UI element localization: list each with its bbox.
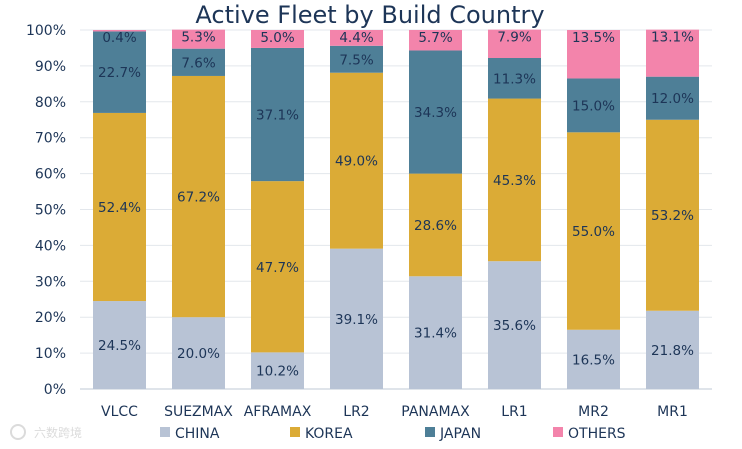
bar-segment-korea bbox=[172, 75, 225, 318]
y-tick-label: 100% bbox=[26, 23, 66, 39]
data-label: 35.6% bbox=[493, 318, 536, 334]
bar-segment-china bbox=[330, 248, 383, 389]
bar-segment-japan bbox=[409, 50, 462, 174]
bar-segment-japan bbox=[567, 78, 620, 133]
bar-segment-korea bbox=[567, 132, 620, 330]
x-tick-label: VLCC bbox=[101, 404, 138, 420]
y-tick-label: 20% bbox=[35, 310, 66, 326]
data-label: 21.8% bbox=[651, 343, 694, 359]
bar-segment-china bbox=[409, 276, 462, 389]
bar-segment-korea bbox=[488, 98, 541, 262]
legend-label: JAPAN bbox=[439, 426, 481, 442]
bar-segment-korea bbox=[330, 72, 383, 249]
chart-title: Active Fleet by Build Country bbox=[195, 1, 544, 29]
legend-swatch bbox=[160, 427, 170, 437]
bar-segment-japan bbox=[251, 47, 304, 182]
data-label: 7.5% bbox=[339, 52, 373, 68]
data-label: 13.1% bbox=[651, 30, 694, 46]
data-label: 7.6% bbox=[181, 55, 215, 71]
data-label: 34.3% bbox=[414, 105, 457, 121]
y-tick-label: 30% bbox=[35, 274, 66, 290]
bar-segment-others bbox=[330, 30, 383, 46]
data-label: 31.4% bbox=[414, 326, 457, 342]
data-label: 5.7% bbox=[418, 30, 452, 46]
data-label: 11.3% bbox=[493, 71, 536, 87]
legend-swatch bbox=[553, 427, 563, 437]
y-tick-label: 60% bbox=[35, 167, 66, 183]
legend-item-korea: KOREA bbox=[290, 426, 353, 442]
bar-segment-korea bbox=[251, 181, 304, 353]
bar-segment-others bbox=[93, 30, 146, 32]
y-tick-label: 40% bbox=[35, 238, 66, 254]
svg-text:六数跨境: 六数跨境 bbox=[34, 425, 82, 440]
legend-label: OTHERS bbox=[568, 426, 626, 442]
data-label: 10.2% bbox=[256, 364, 299, 380]
x-tick-label: AFRAMAX bbox=[244, 404, 312, 420]
x-tick-label: LR1 bbox=[501, 404, 527, 420]
bar-segment-china bbox=[488, 261, 541, 389]
bar-segment-japan bbox=[172, 48, 225, 76]
data-label: 22.7% bbox=[98, 65, 141, 81]
y-tick-label: 50% bbox=[35, 203, 66, 219]
legend-swatch bbox=[290, 427, 300, 437]
y-tick-label: 0% bbox=[44, 382, 66, 398]
data-label: 4.4% bbox=[339, 30, 373, 46]
bar-segment-japan bbox=[646, 76, 699, 120]
data-label: 24.5% bbox=[98, 338, 141, 354]
y-tick-label: 10% bbox=[35, 346, 66, 362]
bar-segment-others bbox=[172, 29, 225, 49]
data-label: 20.0% bbox=[177, 346, 220, 362]
data-label: 55.0% bbox=[572, 224, 615, 240]
x-tick-label: MR2 bbox=[578, 404, 609, 420]
data-label: 28.6% bbox=[414, 218, 457, 234]
legend-swatch bbox=[425, 427, 435, 437]
data-label: 45.3% bbox=[493, 173, 536, 189]
bar-segment-others bbox=[251, 30, 304, 48]
y-tick-label: 70% bbox=[35, 131, 66, 147]
y-tick-label: 80% bbox=[35, 95, 66, 111]
bar-segment-china bbox=[172, 317, 225, 389]
data-label: 5.3% bbox=[181, 30, 215, 46]
bar-segment-others bbox=[409, 30, 462, 51]
bar-segment-others bbox=[567, 30, 620, 79]
bar-segment-china bbox=[567, 329, 620, 389]
bar-segment-china bbox=[251, 352, 304, 389]
bar-segment-china bbox=[93, 301, 146, 389]
data-label: 7.9% bbox=[497, 30, 531, 46]
data-label: 67.2% bbox=[177, 190, 220, 206]
legend-item-others: OTHERS bbox=[553, 426, 626, 442]
bar-segment-china bbox=[646, 310, 699, 389]
data-label: 16.5% bbox=[572, 352, 615, 368]
data-label: 5.0% bbox=[260, 30, 294, 46]
data-label: 53.2% bbox=[651, 208, 694, 224]
legend-label: CHINA bbox=[175, 426, 220, 442]
bar-segment-others bbox=[646, 29, 699, 77]
bar-segment-korea bbox=[93, 112, 146, 302]
x-tick-label: PANAMAX bbox=[401, 404, 470, 420]
x-tick-label: SUEZMAX bbox=[164, 404, 233, 420]
legend-item-japan: JAPAN bbox=[425, 426, 481, 442]
x-tick-label: MR1 bbox=[657, 404, 688, 420]
bar-segment-korea bbox=[646, 119, 699, 311]
bar-segment-others bbox=[488, 29, 541, 59]
x-tick-label: LR2 bbox=[343, 404, 369, 420]
legend-item-china: CHINA bbox=[160, 426, 220, 442]
legend-label: KOREA bbox=[305, 426, 353, 442]
data-label: 37.1% bbox=[256, 108, 299, 124]
bar-segment-korea bbox=[409, 173, 462, 277]
bar-segment-japan bbox=[330, 45, 383, 73]
bar-segment-japan bbox=[93, 31, 146, 113]
watermark: 六数跨境 bbox=[10, 424, 82, 440]
data-label: 13.5% bbox=[572, 30, 615, 46]
data-label: 52.4% bbox=[98, 200, 141, 216]
data-label: 12.0% bbox=[651, 91, 694, 107]
data-label: 47.7% bbox=[256, 260, 299, 276]
y-tick-label: 90% bbox=[35, 59, 66, 75]
data-label: 15.0% bbox=[572, 98, 615, 114]
data-label: 0.4% bbox=[102, 30, 136, 46]
data-label: 39.1% bbox=[335, 312, 378, 328]
data-label: 49.0% bbox=[335, 154, 378, 170]
bar-segment-japan bbox=[488, 58, 541, 99]
